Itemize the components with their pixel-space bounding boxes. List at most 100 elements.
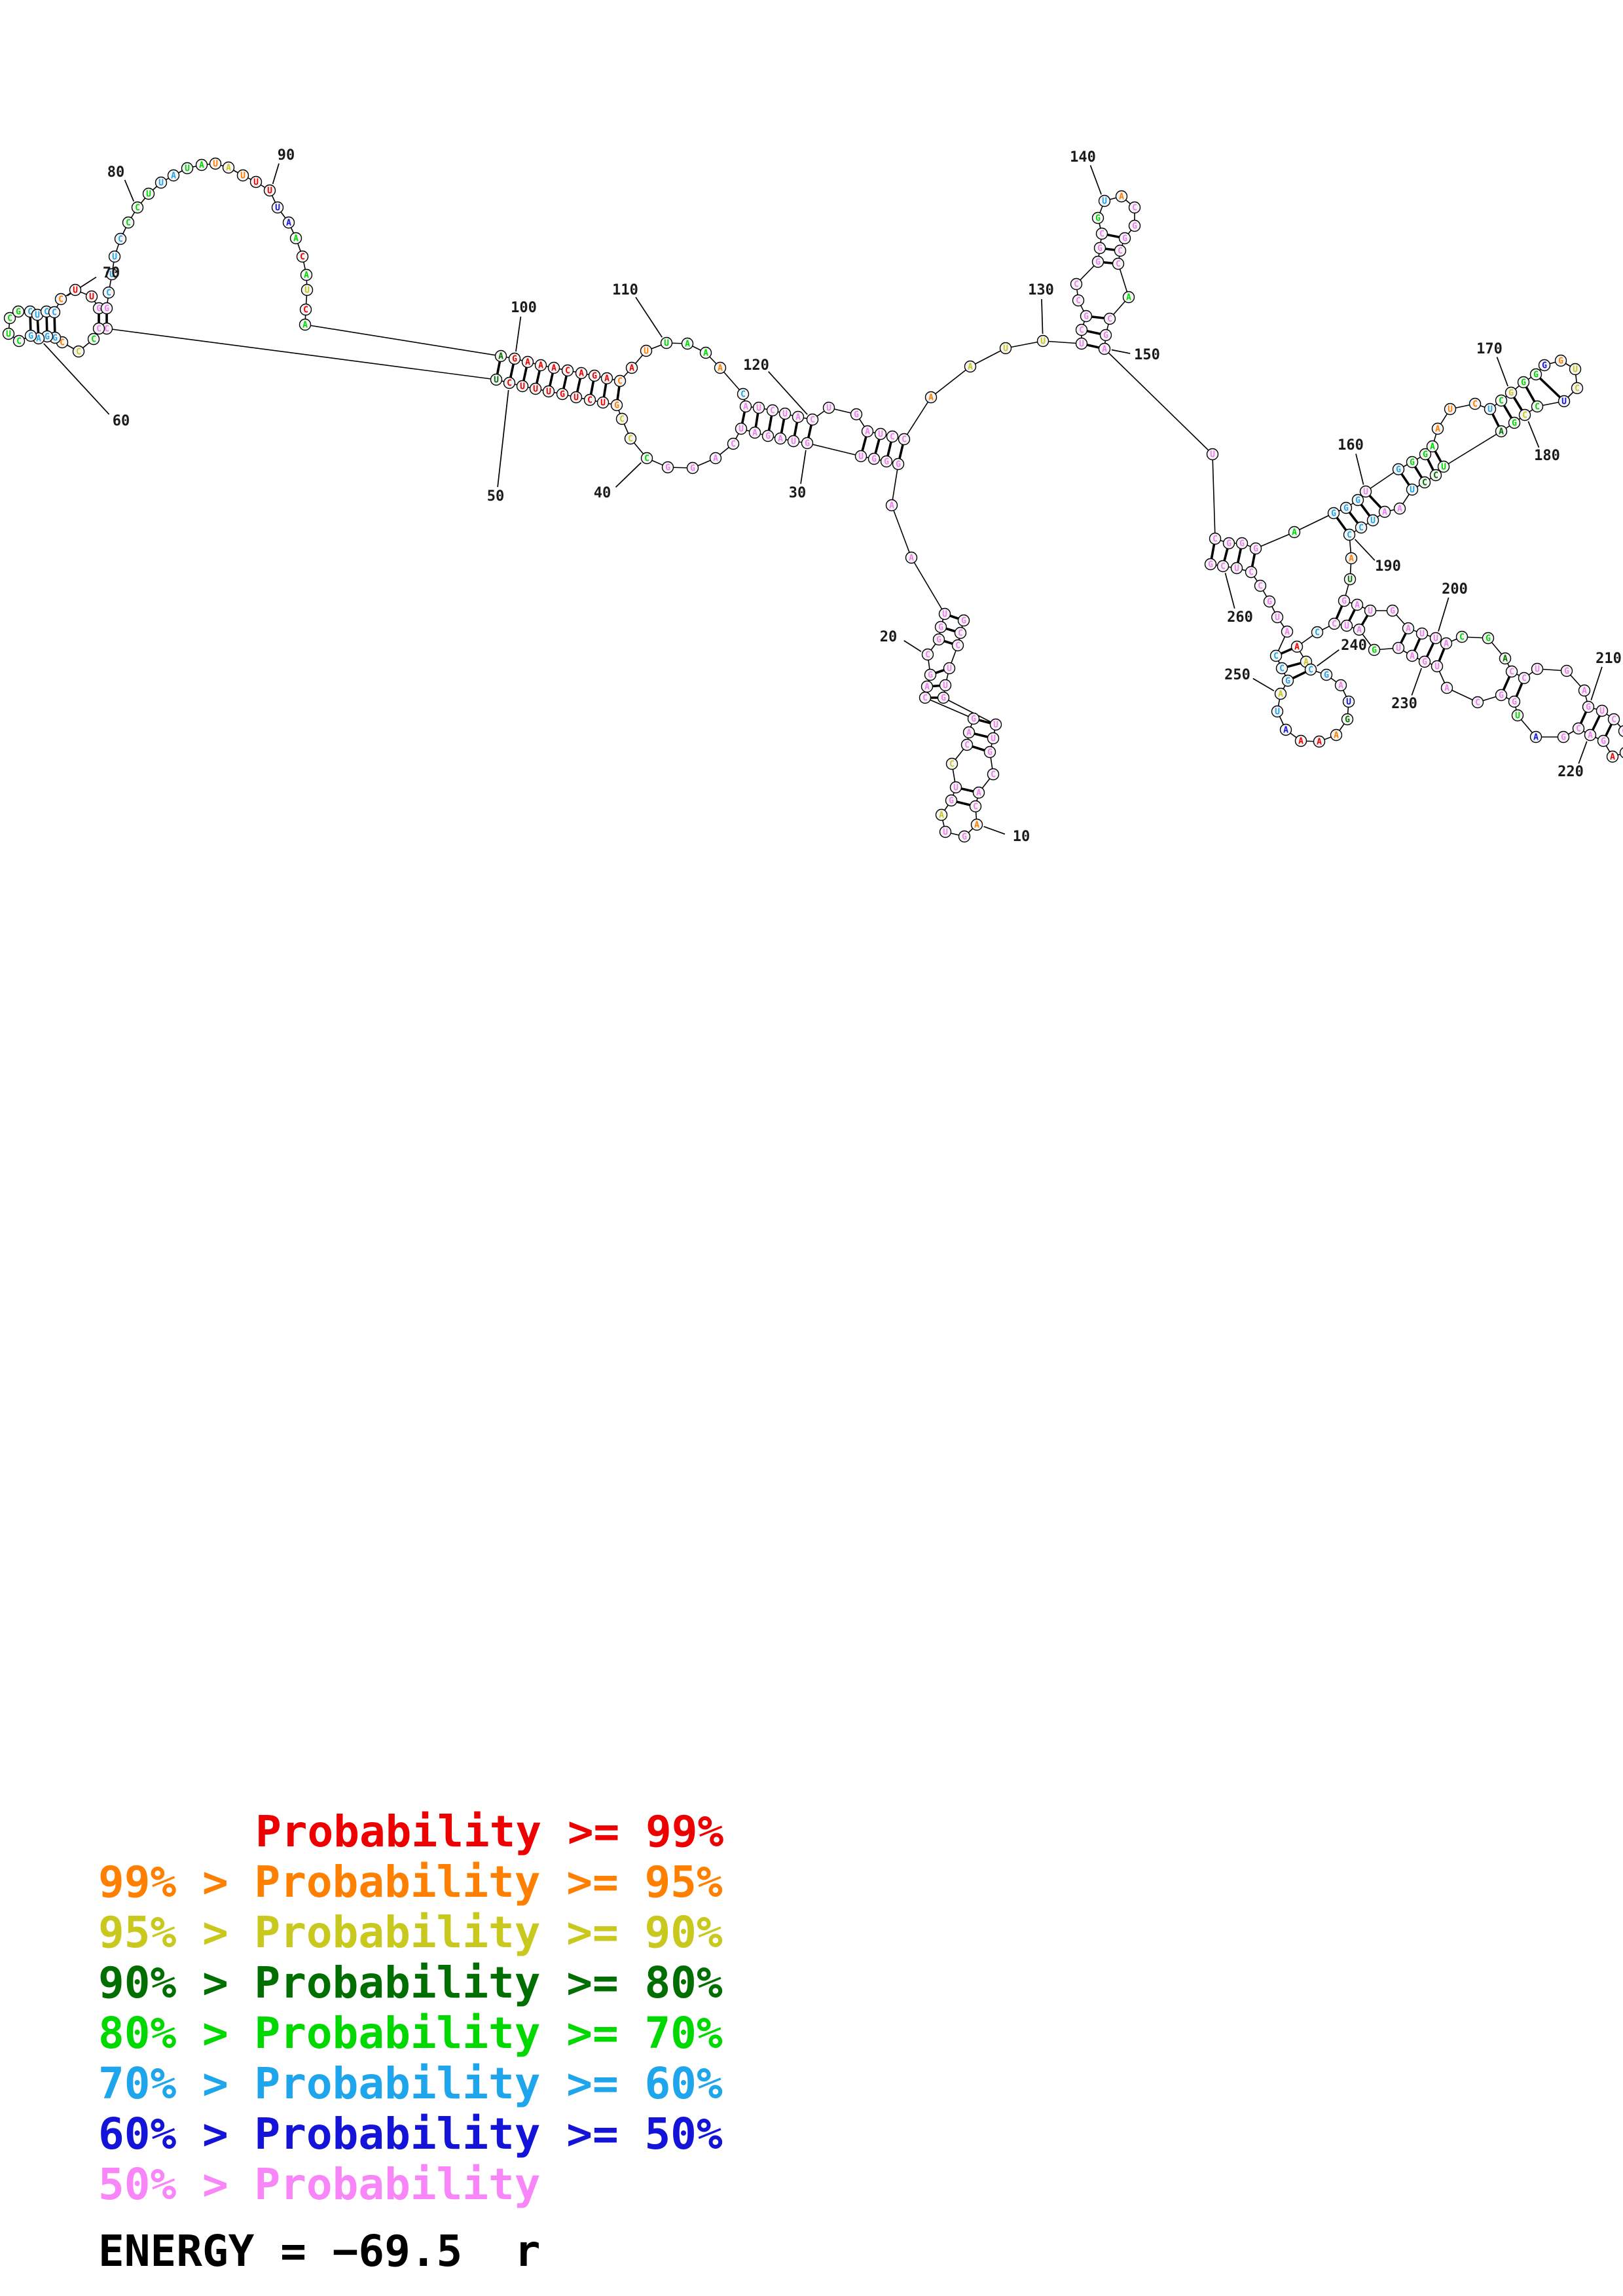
nucleotide-base: U bbox=[1419, 630, 1425, 639]
nucleotide-circle bbox=[100, 302, 113, 315]
label-leader-line bbox=[1317, 649, 1340, 667]
nucleotide-circle bbox=[87, 332, 100, 346]
nucleotide-base: C bbox=[1509, 668, 1514, 677]
nucleotide-circle bbox=[1254, 579, 1267, 592]
nucleotide-base: U bbox=[644, 347, 649, 357]
nucleotide-circle bbox=[1072, 294, 1085, 307]
nucleotide-circle bbox=[905, 551, 918, 564]
nucleotide-base: U bbox=[1346, 698, 1351, 708]
nucleotide-base: U bbox=[1368, 607, 1373, 617]
nucleotide-base: C bbox=[1472, 400, 1478, 410]
nucleotide-circle bbox=[1584, 728, 1597, 742]
nucleotide-circle bbox=[1351, 493, 1364, 507]
nucleotide-base: U bbox=[109, 270, 115, 280]
backbone-link bbox=[1042, 340, 1082, 344]
nucleotide-base: C bbox=[106, 289, 111, 298]
legend-row-plow: 50% > Probability bbox=[98, 2159, 541, 2210]
nucleotide-circle bbox=[1418, 655, 1431, 668]
backbone-link bbox=[807, 442, 862, 457]
nucleotide-circle bbox=[1571, 382, 1584, 395]
nucleotide-base: U bbox=[240, 171, 246, 181]
nucleotide-base: A bbox=[1102, 345, 1107, 355]
nucleotide-circle bbox=[752, 401, 765, 414]
nucleotide-base: G bbox=[1208, 560, 1213, 570]
nucleotide-base: A bbox=[199, 161, 204, 171]
nucleotide-base: C bbox=[1308, 666, 1313, 675]
nucleotide-base: G bbox=[1285, 677, 1290, 687]
position-label: 70 bbox=[103, 265, 120, 281]
nucleotide-circle bbox=[1245, 565, 1258, 579]
bonds-layer bbox=[8, 163, 1623, 837]
position-label: 150 bbox=[1134, 347, 1160, 363]
nucleotide-circle bbox=[1290, 640, 1304, 653]
label-leader-line bbox=[1438, 597, 1450, 632]
nucleotide-base: A bbox=[752, 429, 757, 439]
nucleotide-base: U bbox=[89, 293, 94, 302]
nucleotide-base: U bbox=[533, 385, 538, 395]
position-label: 40 bbox=[594, 485, 611, 501]
nucleotide-base: G bbox=[560, 390, 565, 400]
nucleotide-base: U bbox=[1535, 665, 1540, 675]
label-leader-line bbox=[515, 316, 522, 352]
nucleotide-circle bbox=[556, 387, 569, 401]
nucleotide-circle bbox=[588, 369, 601, 382]
nucleotide-circle bbox=[263, 184, 276, 197]
nucleotide-circle bbox=[69, 283, 82, 296]
nucleotide-circle bbox=[1402, 622, 1415, 635]
nucleotide-base: G bbox=[938, 623, 943, 633]
nucleotide-circle bbox=[938, 607, 951, 620]
nucleotide-base: A bbox=[909, 554, 914, 564]
nucleotide-circle bbox=[1294, 734, 1307, 747]
nucleotide-circle bbox=[880, 455, 893, 468]
nucleotide-base: A bbox=[1126, 293, 1131, 303]
nucleotide-base: U bbox=[1363, 488, 1368, 497]
nucleotide-base: G bbox=[961, 617, 966, 626]
nucleotide-circle bbox=[987, 768, 1000, 781]
label-leader-line bbox=[272, 163, 280, 185]
backbone-link bbox=[930, 366, 971, 398]
nucleotide-base: G bbox=[1132, 222, 1137, 232]
nucleotide-circle bbox=[1495, 689, 1508, 702]
nucleotide-circle bbox=[861, 425, 874, 438]
nucleotide-circle bbox=[1569, 363, 1582, 376]
nucleotide-circle bbox=[167, 169, 180, 182]
nucleotide-base: U bbox=[943, 828, 948, 838]
nucleotide-circle bbox=[987, 732, 1000, 745]
nucleotide-base: U bbox=[826, 404, 831, 414]
nucleotide-circle bbox=[596, 396, 610, 409]
nucleotide-circle bbox=[72, 345, 85, 358]
nucleotide-base: G bbox=[987, 748, 993, 758]
nucleotide-base: U bbox=[664, 339, 669, 349]
nucleotide-base: C bbox=[1576, 725, 1581, 734]
nucleotide-base: A bbox=[974, 821, 979, 831]
nucleotide-base: G bbox=[512, 355, 517, 365]
nucleotide-base: C bbox=[565, 367, 570, 376]
nucleotide-circle bbox=[1572, 722, 1585, 735]
nucleotide-circle bbox=[24, 329, 37, 342]
nucleotide-circle bbox=[792, 410, 805, 423]
nucleotide-circle bbox=[1364, 604, 1377, 617]
nucleotide-base: U bbox=[791, 437, 796, 447]
legend-row-p95: 99% > Probability >= 95% bbox=[98, 1857, 723, 1907]
nucleotide-circle bbox=[1596, 704, 1609, 717]
nucleotide-base: C bbox=[890, 433, 895, 442]
nucleotide-base: A bbox=[1610, 753, 1615, 762]
nucleotide-circle bbox=[85, 290, 98, 303]
nucleotide-circle bbox=[114, 232, 127, 245]
position-label: 80 bbox=[107, 164, 125, 181]
nucleotide-base: C bbox=[135, 204, 140, 213]
nucleotide-circle bbox=[131, 201, 144, 214]
nucleotide-circle bbox=[521, 355, 534, 368]
nucleotide-circle bbox=[1378, 505, 1391, 518]
nucleotide-base: G bbox=[971, 715, 976, 725]
nucleotide-base: C bbox=[991, 770, 996, 780]
nucleotide-circle bbox=[921, 680, 934, 693]
nucleotide-circle bbox=[1204, 558, 1217, 571]
label-leader-line bbox=[1224, 573, 1235, 609]
nucleotide-base: G bbox=[1122, 234, 1127, 244]
legend-row-p70: 80% > Probability >= 70% bbox=[98, 2008, 723, 2058]
nucleotide-base: G bbox=[1499, 691, 1504, 701]
nucleotide-circle bbox=[1406, 649, 1419, 662]
nucleotide-circle bbox=[958, 830, 971, 843]
nucleotide-base: A bbox=[579, 369, 584, 379]
